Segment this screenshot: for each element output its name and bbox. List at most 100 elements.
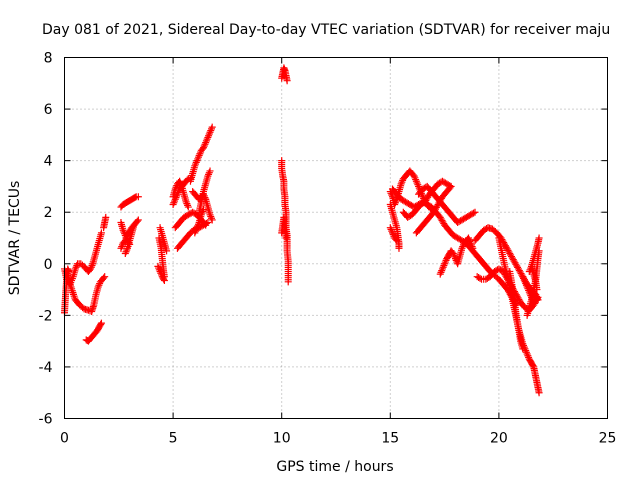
data-point bbox=[525, 286, 533, 294]
data-point bbox=[205, 169, 213, 177]
data-point bbox=[386, 224, 394, 232]
data-point bbox=[207, 213, 215, 221]
data-point bbox=[467, 239, 475, 247]
plot-frame bbox=[64, 57, 608, 419]
data-point bbox=[205, 170, 213, 178]
data-point bbox=[95, 281, 103, 289]
data-point bbox=[412, 176, 420, 184]
data-point bbox=[100, 274, 108, 282]
data-point bbox=[71, 265, 79, 273]
data-point bbox=[521, 278, 529, 286]
data-point bbox=[449, 249, 457, 257]
data-point bbox=[393, 237, 401, 245]
y-tick-label: 2 bbox=[44, 205, 53, 221]
data-point bbox=[523, 283, 531, 291]
data-point bbox=[469, 244, 477, 252]
data-point bbox=[182, 198, 190, 206]
data-point bbox=[450, 251, 458, 259]
data-point bbox=[200, 142, 208, 150]
data-point bbox=[206, 211, 214, 219]
data-point bbox=[201, 140, 209, 148]
data-point bbox=[120, 228, 128, 236]
data-point bbox=[440, 262, 448, 270]
y-tick-label: -6 bbox=[39, 412, 53, 428]
data-point bbox=[205, 130, 213, 138]
data-point bbox=[197, 211, 205, 219]
data-point bbox=[458, 244, 466, 252]
data-point bbox=[524, 285, 532, 293]
data-point bbox=[194, 155, 202, 163]
data-point bbox=[131, 193, 139, 201]
data-point bbox=[192, 158, 200, 166]
data-point bbox=[121, 231, 129, 239]
y-tick-label: -2 bbox=[39, 308, 53, 324]
data-point bbox=[170, 199, 178, 207]
data-point bbox=[195, 151, 203, 159]
data-point bbox=[412, 177, 420, 185]
data-point bbox=[451, 253, 459, 261]
data-point bbox=[414, 181, 422, 189]
data-point bbox=[392, 235, 400, 243]
data-point bbox=[207, 214, 215, 222]
data-point bbox=[194, 220, 202, 228]
data-point bbox=[202, 137, 210, 145]
x-tick-label: 0 bbox=[60, 431, 69, 447]
data-point bbox=[87, 265, 95, 273]
x-tick-label: 5 bbox=[169, 431, 178, 447]
data-point bbox=[464, 234, 472, 242]
data-point bbox=[283, 77, 291, 85]
data-point bbox=[206, 128, 214, 136]
data-point bbox=[520, 274, 528, 282]
data-point bbox=[94, 283, 102, 291]
data-point bbox=[97, 319, 105, 327]
data-point bbox=[191, 162, 199, 170]
data-point bbox=[123, 246, 131, 254]
data-point bbox=[387, 225, 395, 233]
data-point bbox=[177, 181, 185, 189]
data-point bbox=[194, 153, 202, 161]
data-point bbox=[193, 157, 201, 165]
data-point bbox=[523, 350, 531, 358]
data-point bbox=[413, 179, 421, 187]
data-point bbox=[535, 247, 543, 255]
data-point bbox=[206, 167, 214, 175]
data-point bbox=[438, 265, 446, 273]
data-point bbox=[395, 244, 403, 252]
data-point bbox=[183, 176, 191, 184]
data-point bbox=[163, 247, 171, 255]
data-point bbox=[121, 230, 129, 238]
data-point bbox=[184, 203, 192, 211]
data-point bbox=[183, 200, 191, 208]
data-point bbox=[412, 229, 420, 237]
data-point bbox=[466, 237, 474, 245]
data-point bbox=[184, 201, 192, 209]
data-point bbox=[88, 262, 96, 270]
data-point bbox=[397, 180, 405, 188]
data-point bbox=[529, 362, 537, 370]
x-tick-label: 15 bbox=[381, 431, 399, 447]
data-point bbox=[118, 243, 126, 251]
data-point bbox=[205, 132, 213, 140]
data-point bbox=[192, 225, 200, 233]
y-tick-label: 4 bbox=[44, 154, 53, 170]
data-point bbox=[133, 217, 141, 225]
data-point bbox=[459, 243, 467, 251]
data-point bbox=[172, 183, 180, 191]
data-point bbox=[467, 241, 475, 249]
data-point bbox=[200, 206, 208, 214]
y-tick-label: 6 bbox=[44, 102, 53, 118]
data-point bbox=[160, 273, 168, 281]
data-point bbox=[476, 274, 484, 282]
data-point bbox=[202, 139, 210, 147]
data-point bbox=[465, 236, 473, 244]
data-point bbox=[519, 345, 527, 353]
data-point bbox=[415, 182, 423, 190]
data-point bbox=[520, 276, 528, 284]
data-point bbox=[192, 160, 200, 168]
data-point bbox=[119, 226, 127, 234]
data-point bbox=[72, 263, 80, 271]
data-point bbox=[207, 127, 215, 135]
data-point bbox=[207, 125, 215, 133]
data-point bbox=[134, 216, 142, 224]
